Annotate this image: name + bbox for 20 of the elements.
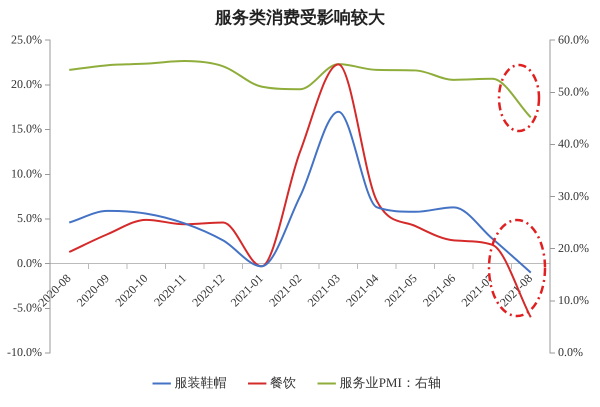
y-tick-label: -10.0% [6,345,42,360]
y2-tick-label: 0.0% [558,345,584,360]
legend-label: 服务业PMI：右轴 [340,374,441,390]
y-tick-label: 25.0% [10,32,42,46]
y-tick-label: 5.0% [16,211,42,226]
y2-tick-label: 50.0% [558,84,590,98]
line-series [68,60,532,118]
y-tick-label: 0.0% [16,256,42,270]
line-series [68,110,532,274]
legend-label: 餐饮 [270,374,296,390]
y-tick-label: 15.0% [10,122,42,136]
chart-title: 服务类消费受影响较大 [214,7,386,29]
y-tick-label: 20.0% [10,77,42,92]
y2-tick-label: 40.0% [558,136,590,151]
y2-tick-label: 10.0% [558,293,590,308]
y2-tick-label: 30.0% [558,188,590,203]
y2-tick-label: 20.0% [558,240,590,255]
legend-label: 服装鞋帽 [174,374,227,390]
y-tick-label: 10.0% [10,166,42,180]
y2-tick-label: 60.0% [558,32,590,46]
